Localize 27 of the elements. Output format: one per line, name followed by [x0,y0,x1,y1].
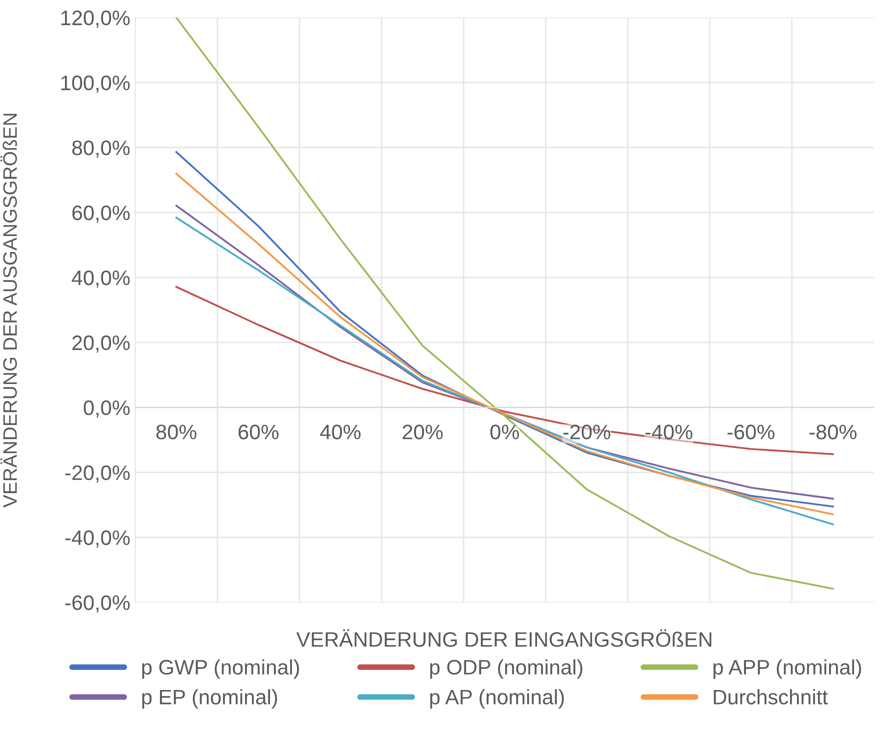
legend-label: p GWP (nominal) [142,659,299,679]
x-tick-label: -80% [810,424,857,440]
y-tick-label: 20,0% [72,335,130,353]
legend-label: Durchschnitt [714,689,828,704]
x-tick-label: -20% [563,424,610,440]
x-tick-label: 20% [402,424,443,440]
y-tick-label: -20,0% [65,465,130,483]
y-tick-label: 80,0% [72,140,130,158]
y-tick-label: 60,0% [72,205,130,223]
x-tick-label: 60% [238,424,279,440]
legend-label: p ODP (nominal) [430,659,582,679]
x-tick-label: 40% [320,424,361,440]
x-axis-title: VERÄNDERUNG DER EINGANGSGRÖßEN [296,629,712,647]
legend-label: p AP (nominal) [430,689,564,709]
x-tick-label: -40% [645,424,692,440]
legend-label: p EP (nominal) [142,689,278,709]
y-tick-label: 0,0% [84,400,130,418]
x-tick-label: -60% [727,424,774,440]
y-tick-label: -40,0% [65,530,130,548]
x-tick-label: 80% [156,424,196,440]
y-tick-label: 120,0% [61,10,130,28]
y-tick-label: -60,0% [65,595,130,613]
legend-label: p APP (nominal) [714,659,862,679]
y-axis-title: VERÄNDERUNG DER AUSGANGSGRÖßEN [0,114,17,508]
y-tick-label: 40,0% [72,270,130,288]
y-tick-label: 100,0% [61,76,130,93]
x-tick-label: 0% [490,424,519,440]
